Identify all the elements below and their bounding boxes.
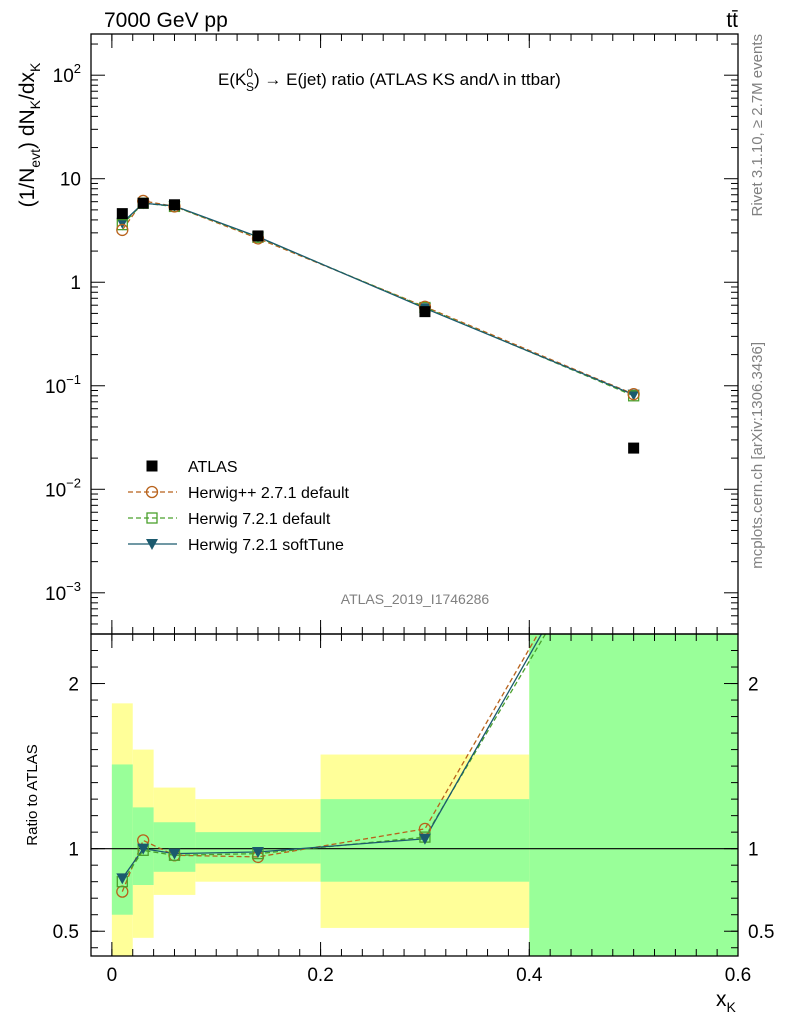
main-line-series-1 — [121, 200, 634, 395]
main-y-tick-label-3: 1 — [70, 273, 81, 294]
legend-label-0: ATLAS — [188, 459, 238, 476]
main-y-tick-base-1: 10 — [45, 480, 66, 501]
main-point-series-1-0 — [116, 223, 129, 237]
main-y-tick-base-3: 1 — [70, 273, 81, 294]
main-point-series-0-5 — [628, 442, 640, 454]
ratio-y-tick-label-right-1: 1 — [748, 840, 759, 861]
ratio-point-series-2-4 — [418, 833, 431, 845]
ratio-panel-frame — [90, 633, 739, 957]
ratio-line-series-0 — [121, 634, 539, 892]
ratio-y-tick-label-0: 0.5 — [53, 922, 79, 943]
main-y-tick-exp-0: −3 — [66, 579, 81, 594]
ratio-y-tick-label-1: 1 — [68, 840, 79, 861]
ylabel-c: /dx — [16, 71, 39, 100]
ratio-y-tick-label-2: 2 — [68, 675, 79, 696]
ylabel-b: ) dN — [16, 109, 39, 149]
main-y-tick-base-4: 10 — [60, 170, 81, 191]
ratio-point-series-2-2 — [168, 848, 181, 860]
analysis-label: ATLAS_2019_I1746286 — [341, 591, 490, 607]
ratio-y-tick-label-right-2: 2 — [748, 675, 759, 696]
ratio-point-series-2-0 — [116, 873, 129, 885]
xlabel-sub: K — [727, 999, 737, 1015]
green-band-0 — [111, 764, 133, 915]
ratio-point-series-2-3 — [251, 846, 264, 858]
main-point-series-2-0 — [116, 218, 128, 231]
plot-title: E(K0 S) → E(jet) ratio (ATLAS KS andΛ in … — [218, 66, 561, 94]
x-axis-label: xK — [716, 988, 737, 1015]
main-y-tick-label-4: 10 — [60, 170, 81, 191]
legend: ATLAS Herwig++ 2.7.1 default Herwig 7.2.1 … — [128, 459, 350, 554]
main-y-tick-exp-2: −1 — [66, 372, 81, 387]
main-point-series-0-3 — [252, 230, 264, 242]
ratio-line-series-2 — [121, 634, 543, 879]
ylabel-a: (1/N — [16, 168, 39, 208]
main-y-tick-exp-5: 2 — [74, 61, 81, 76]
main-point-series-3-5 — [627, 389, 640, 401]
side-top-text: Rivet 3.1.10, ≥ 2.7M events — [749, 34, 766, 217]
main-point-series-0-1 — [137, 197, 149, 209]
green-band-2 — [153, 822, 196, 872]
main-y-tick-base-0: 10 — [45, 584, 66, 605]
ratio-series-clipped — [116, 634, 547, 898]
header-right: tt̄ — [726, 9, 738, 32]
ylabel-a-sub: evt — [27, 149, 43, 168]
main-point-series-3-0 — [116, 217, 129, 229]
main-y-tick-label-2: 10−1 — [45, 372, 81, 398]
header-left: 7000 GeV pp — [104, 9, 228, 32]
xlabel-main: x — [716, 988, 727, 1011]
ratio-y-tick-label-right-0: 0.5 — [748, 922, 774, 943]
side-bottom-text: mcplots.cern.ch [arXiv:1306.3436] — [749, 342, 766, 569]
main-series — [116, 194, 640, 454]
ratio-point-series-2-1 — [137, 843, 150, 855]
ratio-axis-ticks: 0.5 0.5 1 1 2 2 0 0.2 0.4 0.6 — [53, 634, 774, 986]
x-tick-label-2: 0.4 — [516, 965, 543, 986]
ylabel-b-sub: K — [27, 99, 43, 109]
main-y-axis-label: (1/Nevt) dNK/dxK — [16, 62, 43, 207]
main-line-series-2 — [121, 202, 634, 397]
main-y-tick-label-5: 102 — [53, 61, 81, 87]
ratio-y-axis-label: Ratio to ATLAS — [24, 744, 41, 845]
legend-marker-1 — [145, 485, 159, 499]
main-y-tick-exp-1: −2 — [66, 475, 81, 490]
main-y-tick-base-2: 10 — [45, 377, 66, 398]
ylabel-c-sub: K — [27, 62, 43, 72]
green-band-5 — [529, 634, 738, 956]
legend-label-3: Herwig 7.2.1 softTune — [188, 537, 344, 554]
title-suffix: ) → E(jet) ratio (ATLAS KS andΛ in ttbar… — [254, 70, 561, 89]
main-line-series-3 — [121, 202, 634, 396]
x-tick-label-1: 0.2 — [307, 965, 333, 986]
x-tick-label-0: 0 — [107, 965, 118, 986]
main-y-tick-label-0: 10−3 — [45, 579, 81, 605]
x-tick-label-3: 0.6 — [725, 965, 751, 986]
title-prefix: E(K — [218, 70, 247, 89]
legend-marker-2 — [146, 512, 158, 524]
legend-label-1: Herwig++ 2.7.1 default — [188, 485, 350, 502]
main-y-tick-label-1: 10−2 — [45, 475, 81, 501]
main-point-series-0-2 — [168, 199, 180, 211]
legend-marker-3 — [146, 539, 158, 550]
ratio-bands — [111, 634, 738, 956]
legend-label-2: Herwig 7.2.1 default — [188, 511, 331, 528]
title-sup: 0 — [246, 66, 253, 80]
ratio-series — [116, 634, 547, 898]
legend-marker-0 — [146, 460, 158, 472]
main-point-series-0-4 — [419, 306, 431, 318]
main-point-series-0-0 — [116, 208, 128, 220]
main-point-series-1-5 — [627, 387, 640, 401]
main-y-tick-base-5: 10 — [53, 66, 74, 87]
title-sub: S — [246, 80, 254, 94]
